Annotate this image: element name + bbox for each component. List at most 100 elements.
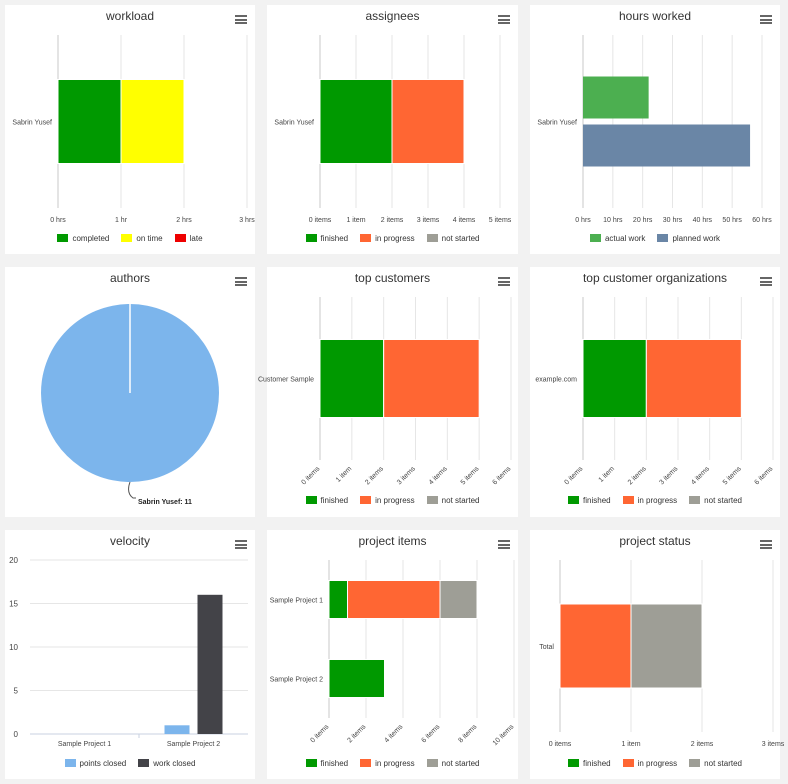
legend-label: in progress (375, 234, 415, 243)
panel-velocity: velocity 0 5 10 15 20 Sample Project 1 Sample … (5, 530, 255, 779)
hamburger-menu-icon[interactable] (498, 277, 510, 286)
hamburger-menu-icon[interactable] (498, 15, 510, 24)
legend-item[interactable]: work closed (138, 759, 195, 768)
legend-swatch (57, 234, 69, 242)
legend-item[interactable]: finished (568, 759, 611, 768)
bar-points-closed (164, 725, 190, 734)
legend-swatch (689, 496, 701, 504)
legend-swatch (305, 759, 317, 767)
x-tick-label: 3 items (417, 217, 440, 224)
legend-item[interactable]: in progress (622, 496, 677, 505)
legend-item[interactable]: finished (305, 759, 348, 768)
legend-label: in progress (637, 759, 678, 768)
data-label-connector (128, 481, 136, 499)
x-tick-label: 1 item (621, 741, 640, 748)
bar-in-progress (383, 339, 480, 418)
hamburger-menu-icon[interactable] (235, 277, 247, 286)
hamburger-menu-icon[interactable] (235, 15, 247, 24)
legend-label: not started (441, 496, 480, 505)
x-category-label: Sample Project 1 (58, 741, 111, 748)
legend-item[interactable]: points closed (64, 759, 126, 768)
legend-swatch (360, 496, 372, 504)
hamburger-menu-icon[interactable] (760, 540, 772, 549)
x-tick-label: 0 hrs (50, 217, 66, 224)
x-tick-label: 1 item (346, 217, 365, 224)
chart-velocity: 0 5 10 15 20 Sample Project 1 Sample Project 2 (9, 556, 248, 748)
chart-title: hours worked (618, 9, 692, 23)
legend-item[interactable]: late (174, 234, 203, 243)
x-tick-label: 2 items (627, 465, 648, 486)
legend: finished in progress not started (530, 759, 780, 768)
y-category-label: Sabrin Yusef (537, 120, 577, 127)
legend-item[interactable]: not started (689, 759, 742, 768)
hamburger-menu-icon[interactable] (760, 277, 772, 286)
chart-assignees: 0 items 1 item 2 items 3 items 4 items 5 item… (274, 35, 512, 224)
x-tick-label: 50 hrs (722, 217, 742, 224)
y-category-label: Customer Sample (258, 377, 314, 384)
legend-swatch (174, 234, 186, 242)
x-tick-label: 1 hr (115, 217, 128, 224)
panel-top-customer-organizations: top customer organizations 0 items 1 item… (530, 267, 780, 517)
legend-swatch (426, 234, 438, 242)
bar-finished (328, 659, 385, 698)
panel-top-customers: top customers 0 items 1 item 2 items 3 item… (258, 267, 518, 517)
hamburger-menu-icon[interactable] (235, 540, 247, 549)
y-tick-label: 15 (9, 600, 18, 609)
x-tick-label: 8 items (458, 723, 479, 744)
bar-in-progress (347, 580, 441, 619)
legend-swatch (360, 234, 372, 242)
y-tick-label: 0 (14, 730, 19, 739)
legend-item[interactable]: in progress (360, 234, 415, 243)
bar-planned-work (583, 124, 751, 167)
legend-item[interactable]: not started (426, 234, 480, 243)
hamburger-menu-icon[interactable] (760, 15, 772, 24)
pie-data-label: Sabrin Yusef: 11 (138, 499, 192, 506)
legend: finished in progress not started (267, 759, 518, 768)
chart-hours-worked: 0 hrs 10 hrs 20 hrs 30 hrs 40 hrs 50 hrs 60 hr… (537, 35, 772, 224)
legend-item[interactable]: actual work (589, 234, 646, 243)
legend-label: late (189, 234, 203, 243)
x-tick-label: 20 hrs (633, 217, 653, 224)
x-tick-label: 3 hrs (239, 217, 255, 224)
x-tick-label: 0 items (310, 723, 331, 744)
x-category-label: Sample Project 2 (167, 741, 220, 748)
legend-label: in progress (375, 759, 415, 768)
legend-swatch (426, 759, 438, 767)
legend-label: actual work (604, 234, 646, 243)
legend-swatch (568, 759, 580, 767)
legend-label: work closed (153, 759, 196, 768)
chart-title: assignees (365, 9, 420, 23)
legend-swatch (138, 759, 150, 767)
y-category-label: Sabrin Yusef (274, 120, 314, 127)
legend-swatch (305, 234, 317, 242)
legend-swatch (121, 234, 133, 242)
legend-item[interactable]: completed (57, 234, 109, 243)
bar-finished (328, 580, 348, 619)
legend-item[interactable]: in progress (360, 759, 415, 768)
legend-item[interactable]: finished (568, 496, 611, 505)
legend-item[interactable]: planned work (657, 234, 720, 243)
bar-in-progress (391, 79, 465, 164)
legend-item[interactable]: not started (689, 496, 742, 505)
hamburger-menu-icon[interactable] (498, 540, 510, 549)
legend-item[interactable]: not started (426, 496, 480, 505)
legend-item[interactable]: in progress (622, 759, 678, 768)
legend-item[interactable]: on time (121, 234, 163, 243)
legend-label: on time (136, 234, 163, 243)
legend-label: finished (320, 496, 349, 505)
bar-in-progress (645, 339, 742, 418)
legend-swatch (426, 496, 438, 504)
y-tick-label: 5 (14, 687, 19, 696)
legend-item[interactable]: not started (426, 759, 479, 768)
chart-title: top customer organizations (582, 271, 728, 285)
chart-project-items: 0 items 2 items 4 items 6 items 8 items 10 it… (270, 560, 516, 747)
legend-swatch (657, 234, 669, 242)
chart-title: project status (619, 534, 691, 548)
legend: actual work planned work (530, 234, 780, 243)
x-tick-label: 1 item (335, 465, 354, 484)
legend-label: not started (441, 234, 480, 243)
legend-item[interactable]: finished (305, 234, 348, 243)
legend-item[interactable]: finished (305, 496, 349, 505)
legend: points closed work closed (5, 759, 255, 768)
legend-item[interactable]: in progress (360, 496, 415, 505)
